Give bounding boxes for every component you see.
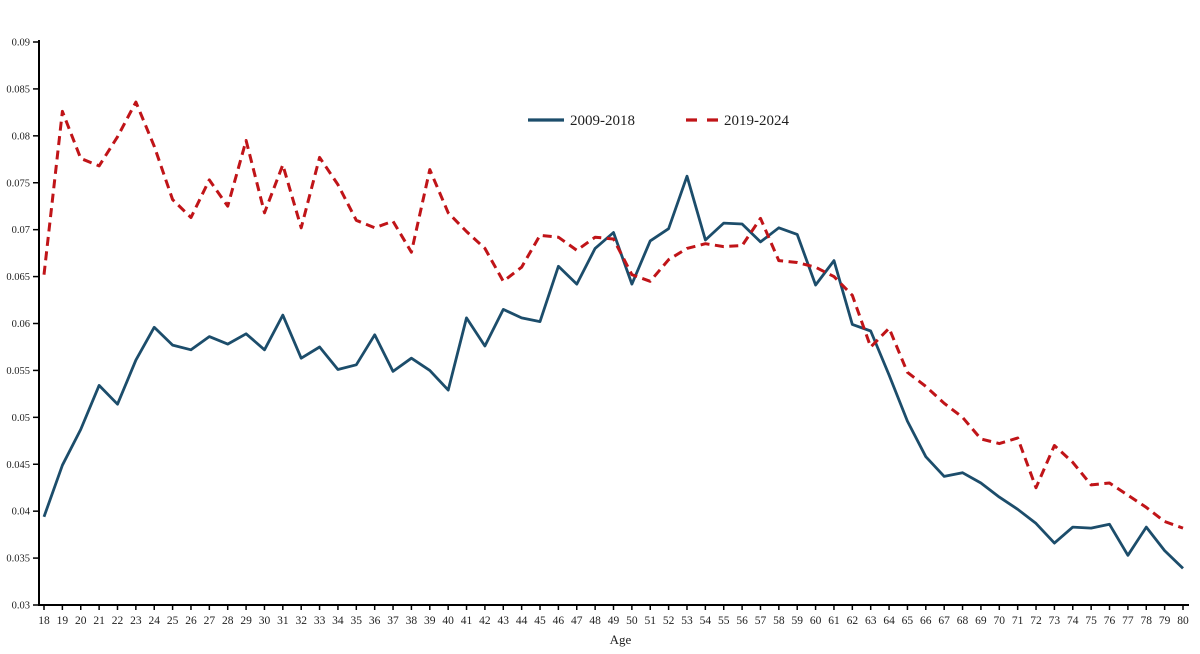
x-tick-label: 42 <box>479 615 491 627</box>
x-tick-label: 61 <box>828 615 840 627</box>
x-tick-label: 66 <box>920 615 932 627</box>
x-axis: 18 19 20 21 22 23 24 25 26 27 28 29 30 31 32 33 34 35 36 37… <box>38 605 1189 627</box>
x-tick-label: 46 <box>553 615 565 627</box>
x-tick-label: 27 <box>204 615 216 627</box>
x-tick-label: 54 <box>700 615 712 627</box>
x-tick-label: 55 <box>718 615 730 627</box>
legend-item-2009-2018: 2009-2018 <box>528 113 635 129</box>
x-tick-label: 49 <box>608 615 620 627</box>
x-tick-label: 31 <box>277 615 289 627</box>
x-tick-label: 80 <box>1177 615 1189 627</box>
x-tick-label: 25 <box>167 615 179 627</box>
x-tick-label: 32 <box>295 615 307 627</box>
x-tick-label: 59 <box>791 615 803 627</box>
x-tick-label: 19 <box>57 615 69 627</box>
x-tick-label: 22 <box>112 615 124 627</box>
y-tick-label: 0.045 <box>6 460 30 471</box>
x-tick-label: 47 <box>571 615 583 627</box>
x-tick-label: 41 <box>461 615 473 627</box>
x-tick-label: 33 <box>314 615 326 627</box>
x-tick-label: 29 <box>240 615 252 627</box>
y-tick-label: 0.06 <box>12 319 30 330</box>
series-line-2009-2018 <box>42 174 1184 570</box>
y-tick-label: 0.085 <box>6 84 30 95</box>
x-tick-label: 67 <box>938 615 950 627</box>
x-tick-label: 52 <box>663 615 675 627</box>
y-tick-label: 0.09 <box>12 38 30 49</box>
x-tick-label: 51 <box>644 615 656 627</box>
x-tick-label: 34 <box>332 615 344 627</box>
x-tick-label: 20 <box>75 615 87 627</box>
x-tick-label: 35 <box>351 615 363 627</box>
x-tick-label: 23 <box>130 615 142 627</box>
x-tick-label: 26 <box>185 615 197 627</box>
series-line-2019-2024 <box>42 100 1184 530</box>
x-tick-label: 30 <box>259 615 271 627</box>
x-tick-label: 24 <box>148 615 160 627</box>
x-tick-label: 39 <box>424 615 436 627</box>
x-tick-label: 37 <box>387 615 399 627</box>
x-tick-label: 56 <box>736 615 748 627</box>
legend-label: 2009-2018 <box>570 113 635 129</box>
x-tick-label: 74 <box>1067 615 1079 627</box>
x-tick-label: 75 <box>1085 615 1097 627</box>
x-tick-label: 43 <box>498 615 510 627</box>
y-axis: 0.03 0.035 0.04 0.045 0.05 0.055 0.06 0.065 0.07… <box>6 38 39 612</box>
x-tick-label: 72 <box>1030 615 1042 627</box>
x-tick-label: 78 <box>1141 615 1153 627</box>
y-tick-label: 0.03 <box>12 601 30 612</box>
x-axis-title: Age <box>610 632 632 647</box>
y-tick-label: 0.075 <box>6 178 30 189</box>
x-tick-label: 62 <box>847 615 859 627</box>
x-tick-label: 69 <box>975 615 987 627</box>
y-tick-label: 0.035 <box>6 554 30 565</box>
legend-item-2019-2024: 2019-2024 <box>686 113 789 129</box>
x-tick-label: 65 <box>902 615 914 627</box>
x-tick-label: 36 <box>369 615 381 627</box>
x-tick-label: 79 <box>1159 615 1171 627</box>
y-tick-label: 0.065 <box>6 272 30 283</box>
legend-label: 2019-2024 <box>724 113 789 129</box>
x-tick-label: 48 <box>589 615 601 627</box>
x-tick-label: 53 <box>681 615 693 627</box>
x-tick-label: 57 <box>755 615 767 627</box>
y-tick-label: 0.04 <box>12 507 31 518</box>
y-tick-label: 0.05 <box>12 413 30 424</box>
x-tick-label: 70 <box>994 615 1006 627</box>
x-tick-label: 63 <box>865 615 877 627</box>
x-tick-label: 50 <box>626 615 638 627</box>
x-tick-label: 64 <box>883 615 895 627</box>
legend: 2009-2018 2019-2024 <box>528 113 789 129</box>
x-tick-label: 77 <box>1122 615 1134 627</box>
x-tick-label: 73 <box>1049 615 1061 627</box>
x-tick-label: 76 <box>1104 615 1116 627</box>
x-tick-label: 71 <box>1012 615 1024 627</box>
x-tick-label: 28 <box>222 615 234 627</box>
x-tick-label: 58 <box>773 615 785 627</box>
y-tick-label: 0.07 <box>12 225 30 236</box>
x-tick-label: 18 <box>38 615 50 627</box>
x-tick-label: 45 <box>534 615 546 627</box>
y-tick-label: 0.055 <box>6 366 30 377</box>
x-tick-label: 68 <box>957 615 969 627</box>
x-tick-label: 38 <box>406 615 418 627</box>
x-tick-label: 60 <box>810 615 822 627</box>
x-tick-label: 21 <box>93 615 105 627</box>
x-tick-label: 44 <box>516 615 528 627</box>
y-tick-label: 0.08 <box>12 131 30 142</box>
x-tick-label: 40 <box>442 615 454 627</box>
